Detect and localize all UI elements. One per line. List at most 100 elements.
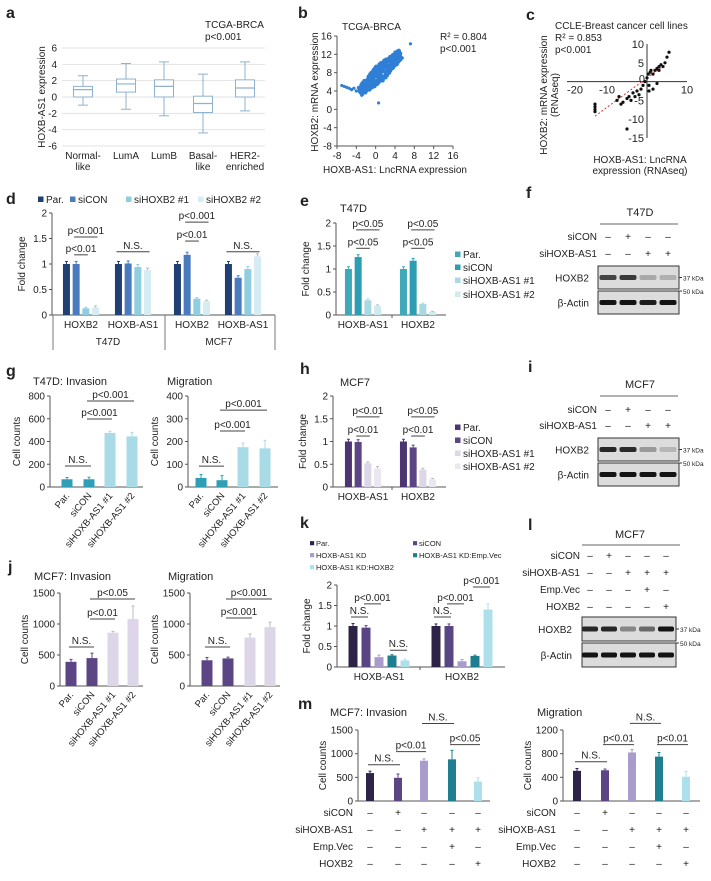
protein-band — [658, 652, 674, 658]
panel-label-g: g — [6, 363, 16, 380]
y-tick-label: 0 — [326, 105, 332, 116]
condition-sign: – — [574, 842, 580, 853]
y-axis-label: (RNAseq) — [550, 73, 561, 117]
kda-marker: 50 kDa — [683, 289, 704, 296]
chart-title: T47D — [340, 203, 367, 215]
scatter-point — [653, 68, 657, 72]
condition-sign: – — [665, 232, 671, 243]
scatter-point — [393, 55, 397, 59]
condition-sign: – — [587, 568, 593, 579]
scatter-point-density — [398, 56, 402, 60]
blot-label: HOXB2 — [555, 274, 589, 285]
scatter-point — [663, 61, 667, 65]
x-tick-label: HOXB-AS1 — [354, 672, 405, 683]
scatter-point — [617, 95, 621, 99]
y-tick-label: 1000 — [331, 749, 354, 760]
condition-label: siCON — [568, 232, 597, 243]
cell-line-label: MCF7 — [205, 337, 233, 348]
condition-label: siHOXB-AS1 — [295, 825, 353, 836]
scatter-point-density — [387, 71, 391, 75]
scatter-point — [645, 76, 649, 80]
bar — [203, 301, 211, 315]
scatter-point — [629, 98, 633, 102]
x-tick-label: HOXB-AS1 — [338, 320, 389, 331]
chart-title: Migration — [168, 571, 213, 583]
scatter-point-density — [386, 57, 390, 61]
condition-sign: + — [449, 842, 455, 853]
legend-swatch — [455, 251, 461, 257]
condition-label: siHOXB-AS1 — [539, 421, 597, 432]
bar — [264, 627, 276, 686]
bar — [399, 269, 407, 315]
y-tick-label: 200 — [28, 460, 45, 471]
blot-title: MCF7 — [615, 529, 645, 541]
condition-sign: + — [665, 421, 671, 432]
scatter-point — [615, 98, 619, 102]
scatter-point — [383, 61, 387, 66]
scatter-point — [376, 101, 381, 105]
scatter-point — [352, 86, 356, 90]
legend-label: siCON — [463, 436, 492, 447]
scatter-point — [635, 89, 639, 93]
protein-band — [639, 275, 657, 280]
condition-sign: – — [449, 859, 455, 870]
x-axis-label: expression (RNAseq) — [592, 166, 687, 177]
protein-band — [620, 652, 636, 658]
condition-sign: – — [644, 551, 650, 562]
legend-swatch — [198, 196, 204, 202]
bar — [195, 477, 207, 487]
scatter-point — [378, 66, 383, 70]
protein-band — [601, 626, 617, 632]
scatter-point — [651, 87, 655, 91]
blot-label: β-Actin — [558, 471, 589, 482]
condition-sign: + — [475, 859, 481, 870]
condition-sign: + — [645, 249, 651, 260]
bar — [259, 448, 271, 487]
condition-sign: + — [663, 602, 669, 613]
y-axis-label: HOXB2: mRNA expression — [310, 32, 321, 152]
bar — [65, 661, 77, 686]
legend-swatch — [455, 437, 461, 443]
protein-band — [620, 626, 636, 632]
significance-label: p<0.01 — [352, 406, 383, 417]
box — [73, 85, 93, 98]
scatter-point — [349, 88, 354, 92]
kda-marker: 37 kDa — [680, 627, 701, 634]
x-tick-label: HOXB-AS1 — [108, 320, 159, 331]
y-axis-label: Cell counts — [150, 615, 161, 664]
protein-band — [639, 300, 657, 305]
condition-sign: + — [395, 808, 401, 819]
condition-sign: – — [587, 602, 593, 613]
legend-swatch — [70, 196, 76, 202]
y-axis-label: HOXB-AS1 expression — [37, 46, 48, 148]
legend-label: HOXB-AS1 KD:HOXB2 — [316, 563, 394, 572]
condition-sign: + — [644, 585, 650, 596]
y-tick-label: -6 — [48, 142, 57, 153]
condition-sign: – — [574, 859, 580, 870]
scatter-point-density — [368, 72, 372, 77]
condition-sign: – — [605, 421, 611, 432]
blot-label: HOXB2 — [538, 625, 572, 636]
condition-sign: – — [574, 825, 580, 836]
legend-swatch — [413, 553, 418, 558]
x-tick-label: -8 — [333, 151, 342, 162]
bar — [183, 254, 191, 315]
x-tick-label: HOXB-AS1 — [338, 492, 389, 503]
bar — [364, 463, 372, 487]
bar — [429, 479, 437, 487]
significance-label: p<0.05 — [407, 219, 438, 230]
legend-label: siHOXB2 #1 — [134, 195, 189, 206]
scatter-point — [667, 50, 671, 54]
condition-label: siCON — [324, 808, 353, 819]
protein-band — [619, 447, 637, 452]
protein-band — [639, 447, 657, 452]
scatter-point-density — [372, 67, 376, 71]
scatter-point — [369, 75, 373, 79]
bar — [237, 447, 249, 487]
significance-label: N.S. — [72, 636, 91, 647]
condition-sign: – — [605, 249, 611, 260]
scatter-point — [625, 127, 629, 131]
scatter-point — [388, 57, 392, 61]
legend-swatch — [455, 450, 461, 456]
bar — [127, 619, 139, 686]
